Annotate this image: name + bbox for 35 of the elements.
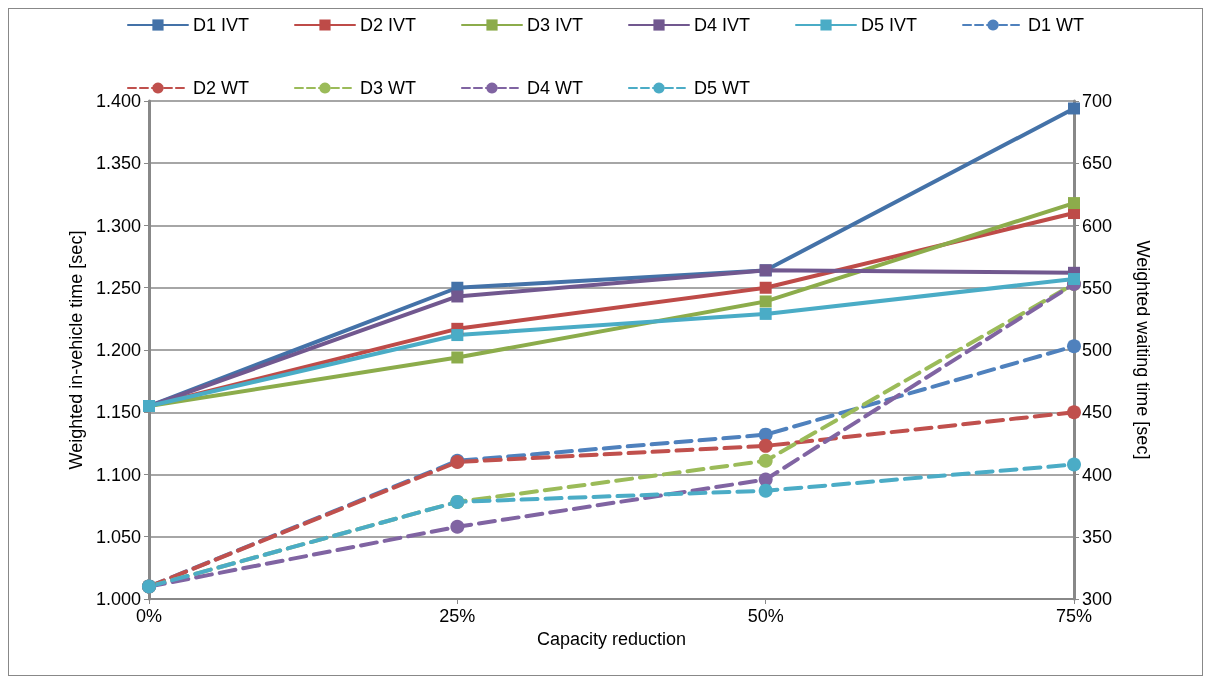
y2-tick-label: 450 (1082, 402, 1113, 423)
y-tick-label: 1.300 (95, 215, 141, 236)
legend-label: D5 WT (693, 78, 750, 98)
legend-label: D3 WT (359, 78, 416, 98)
y-tick-label: 1.200 (95, 340, 141, 360)
legend-label: D4 WT (526, 78, 583, 98)
x-tick-label: 25% (439, 606, 476, 626)
y-tick-label: 1.400 (95, 91, 141, 111)
y2-tick-label: 350 (1082, 526, 1113, 547)
x-axis-title: Capacity reduction (536, 628, 687, 649)
y-tick-label: 1.150 (95, 402, 141, 423)
legend-label: D2 WT (192, 78, 249, 98)
y-axis-title: Weighted in-vehicle time [sec] (66, 230, 87, 470)
y-tick-label: 1.250 (95, 277, 141, 298)
y-tick-label: 1.350 (95, 153, 141, 174)
y2-tick-label: 400 (1082, 464, 1113, 485)
legend-label: D4 IVT (694, 15, 751, 35)
y2-tick-label: 550 (1082, 277, 1113, 298)
legend-label: D2 IVT (359, 15, 416, 35)
x-tick-label: 75% (1055, 606, 1093, 626)
legend-label: D1 WT (1028, 15, 1085, 35)
legend-label: D1 IVT (192, 15, 249, 35)
x-tick-label: 50% (747, 606, 784, 626)
y-tick-label: 1.000 (95, 589, 141, 609)
y2-axis-title: Weighted waiting time [sec] (1133, 240, 1153, 460)
y2-tick-label: 650 (1082, 153, 1113, 174)
x-tick-label: 0% (135, 606, 163, 626)
y-tick-label: 1.100 (95, 464, 141, 485)
y2-tick-label: 600 (1082, 215, 1113, 236)
y2-tick-label: 300 (1082, 589, 1113, 609)
legend-label: D5 IVT (861, 15, 918, 35)
y2-tick-label: 700 (1082, 91, 1113, 111)
y2-tick-label: 500 (1082, 340, 1113, 360)
legend-label: D3 IVT (527, 15, 584, 35)
y-tick-label: 1.050 (95, 526, 141, 547)
